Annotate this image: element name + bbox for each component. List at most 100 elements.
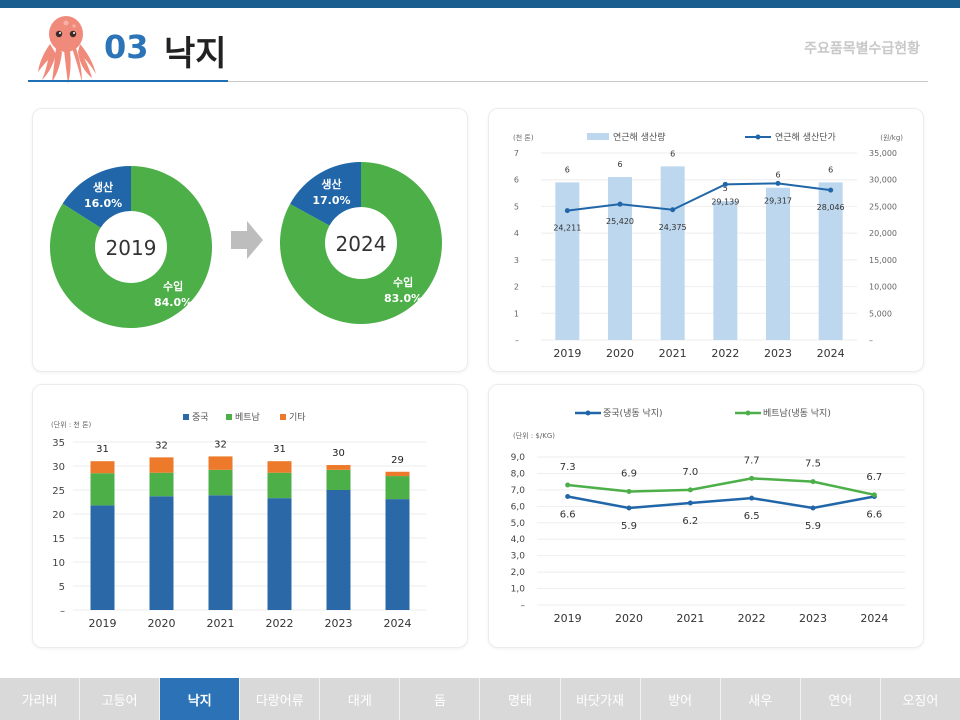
nav-item-1[interactable]: 가리비 xyxy=(0,678,81,720)
nav-item-10[interactable]: 새우 xyxy=(720,678,801,720)
y-tick-label: 4,0 xyxy=(511,535,526,545)
line-value-label: 5.9 xyxy=(805,521,821,532)
y-tick-label: 10 xyxy=(52,558,65,569)
y-tick-label: 4 xyxy=(514,229,519,238)
bar-value-label: 6 xyxy=(775,171,780,180)
y-tick-label: 2 xyxy=(514,283,519,292)
stacked-bar-segment xyxy=(90,461,115,474)
nav-item-4[interactable]: 다랑어류 xyxy=(240,678,321,720)
line-value-label: 24,375 xyxy=(659,223,687,232)
legend-marker xyxy=(745,410,751,416)
line-value-label: 6.6 xyxy=(560,509,576,520)
y-tick-label: 3,0 xyxy=(511,552,526,562)
line-value-label: 25,420 xyxy=(606,217,634,226)
pie-slice xyxy=(62,166,131,228)
import-volume-chart: – 5 10 15 20 25 30 35 (단위 : 천 톤) 중국 베트남 기타 31 2019 32 2… xyxy=(51,412,427,630)
series-line xyxy=(567,182,831,212)
nav-item-8[interactable]: 바닷가재 xyxy=(560,678,641,720)
bar-total-label: 31 xyxy=(273,444,286,455)
line-point xyxy=(564,208,570,214)
x-tick-label: 2019 xyxy=(554,612,582,625)
nav-item-6[interactable]: 돔 xyxy=(400,678,481,720)
nav-item-11[interactable]: 연어 xyxy=(800,678,881,720)
x-tick-label: 2024 xyxy=(860,612,888,625)
x-tick-label: 2019 xyxy=(553,347,581,360)
legend-label: 베트남(냉동 낙지) xyxy=(763,408,831,419)
y-tick-label: 5 xyxy=(59,582,65,593)
slice-label: 생산 xyxy=(93,180,113,194)
y-tick-label: 2,0 xyxy=(511,568,526,578)
x-tick-label: 2021 xyxy=(676,612,704,625)
bar-total-label: 32 xyxy=(155,440,168,451)
line-value-label: 7.7 xyxy=(744,455,760,466)
legend-swatch xyxy=(280,414,286,420)
nav-item-9[interactable]: 방어 xyxy=(640,678,721,720)
nav-item-5[interactable]: 대게 xyxy=(320,678,401,720)
legend-label: 연근해 생산단가 xyxy=(775,132,836,143)
bar-value-label: 6 xyxy=(617,160,622,169)
stacked-bar-segment xyxy=(149,496,174,610)
nav-item-3[interactable]: 낙지 xyxy=(160,678,241,720)
coastal-production-panel: – 1 2 3 4 5 6 7 – 5,000 10,000 15,000 20,000 25,000 30… xyxy=(488,108,924,372)
y2-tick-label: 20,000 xyxy=(869,229,897,238)
line-value-label: 6.6 xyxy=(866,509,882,520)
line-value-label: 6.9 xyxy=(621,469,637,480)
line-point xyxy=(828,187,834,193)
legend-marker xyxy=(585,410,591,416)
line-value-label: 6.2 xyxy=(682,516,698,527)
y-tick-label: 3 xyxy=(514,256,519,265)
slice-value-label: 17.0% xyxy=(312,194,350,207)
y-tick-label: 20 xyxy=(52,510,65,521)
header-divider xyxy=(28,81,928,82)
line-point xyxy=(775,180,781,186)
stacked-bar-segment xyxy=(149,457,174,473)
line-point xyxy=(626,505,632,511)
x-tick-label: 2024 xyxy=(817,347,845,360)
y-tick-label: 6,0 xyxy=(511,502,526,512)
stacked-bar-segment xyxy=(326,490,351,610)
y2-axis-unit: (원/kg) xyxy=(880,133,903,142)
nav-item-12[interactable]: 오징어 xyxy=(880,678,960,720)
series-line xyxy=(567,495,875,510)
x-tick-label: 2020 xyxy=(148,617,176,630)
stacked-bar-segment xyxy=(267,498,292,610)
line-point xyxy=(810,505,816,511)
pie-slice xyxy=(49,166,213,328)
section-subtitle: 주요품목별수급현황 xyxy=(804,41,920,57)
y2-tick-label: 30,000 xyxy=(869,176,897,185)
legend-swatch xyxy=(183,414,189,420)
line-point xyxy=(749,495,755,501)
y-tick-label: 8,0 xyxy=(511,469,526,479)
legend-label: 베트남 xyxy=(235,412,260,423)
line-point xyxy=(810,479,816,485)
y-tick-label: 15 xyxy=(52,534,65,545)
y-tick-label: 30 xyxy=(52,462,65,473)
nav-item-2[interactable]: 고등어 xyxy=(80,678,161,720)
x-tick-label: 2023 xyxy=(325,617,353,630)
slice-value-label: 16.0% xyxy=(84,197,122,210)
pie-slice xyxy=(290,162,361,226)
y-tick-label: 1 xyxy=(514,309,519,318)
x-tick-label: 2024 xyxy=(384,617,412,630)
line-value-label: 29,317 xyxy=(764,196,792,205)
y-tick-label: – xyxy=(515,336,519,345)
x-tick-label: 2019 xyxy=(89,617,117,630)
legend-label: 중국 xyxy=(192,412,209,423)
bar-value-label: 6 xyxy=(828,165,833,174)
stacked-bar-segment xyxy=(208,469,233,496)
line-point xyxy=(565,482,571,488)
stacked-bar-segment xyxy=(149,472,174,497)
y2-tick-label: 25,000 xyxy=(869,202,897,211)
line-point xyxy=(617,201,623,207)
bar xyxy=(555,182,580,340)
line-point xyxy=(722,181,728,187)
x-tick-label: 2020 xyxy=(615,612,643,625)
y2-tick-label: 10,000 xyxy=(869,283,897,292)
stacked-bar-segment xyxy=(385,471,410,477)
line-value-label: 7.3 xyxy=(560,462,576,473)
nav-item-7[interactable]: 명태 xyxy=(480,678,561,720)
y-tick-label: 9,0 xyxy=(511,453,526,463)
y2-tick-label: 35,000 xyxy=(869,149,897,158)
legend-swatch-bar xyxy=(587,133,609,140)
x-tick-label: 2021 xyxy=(207,617,235,630)
